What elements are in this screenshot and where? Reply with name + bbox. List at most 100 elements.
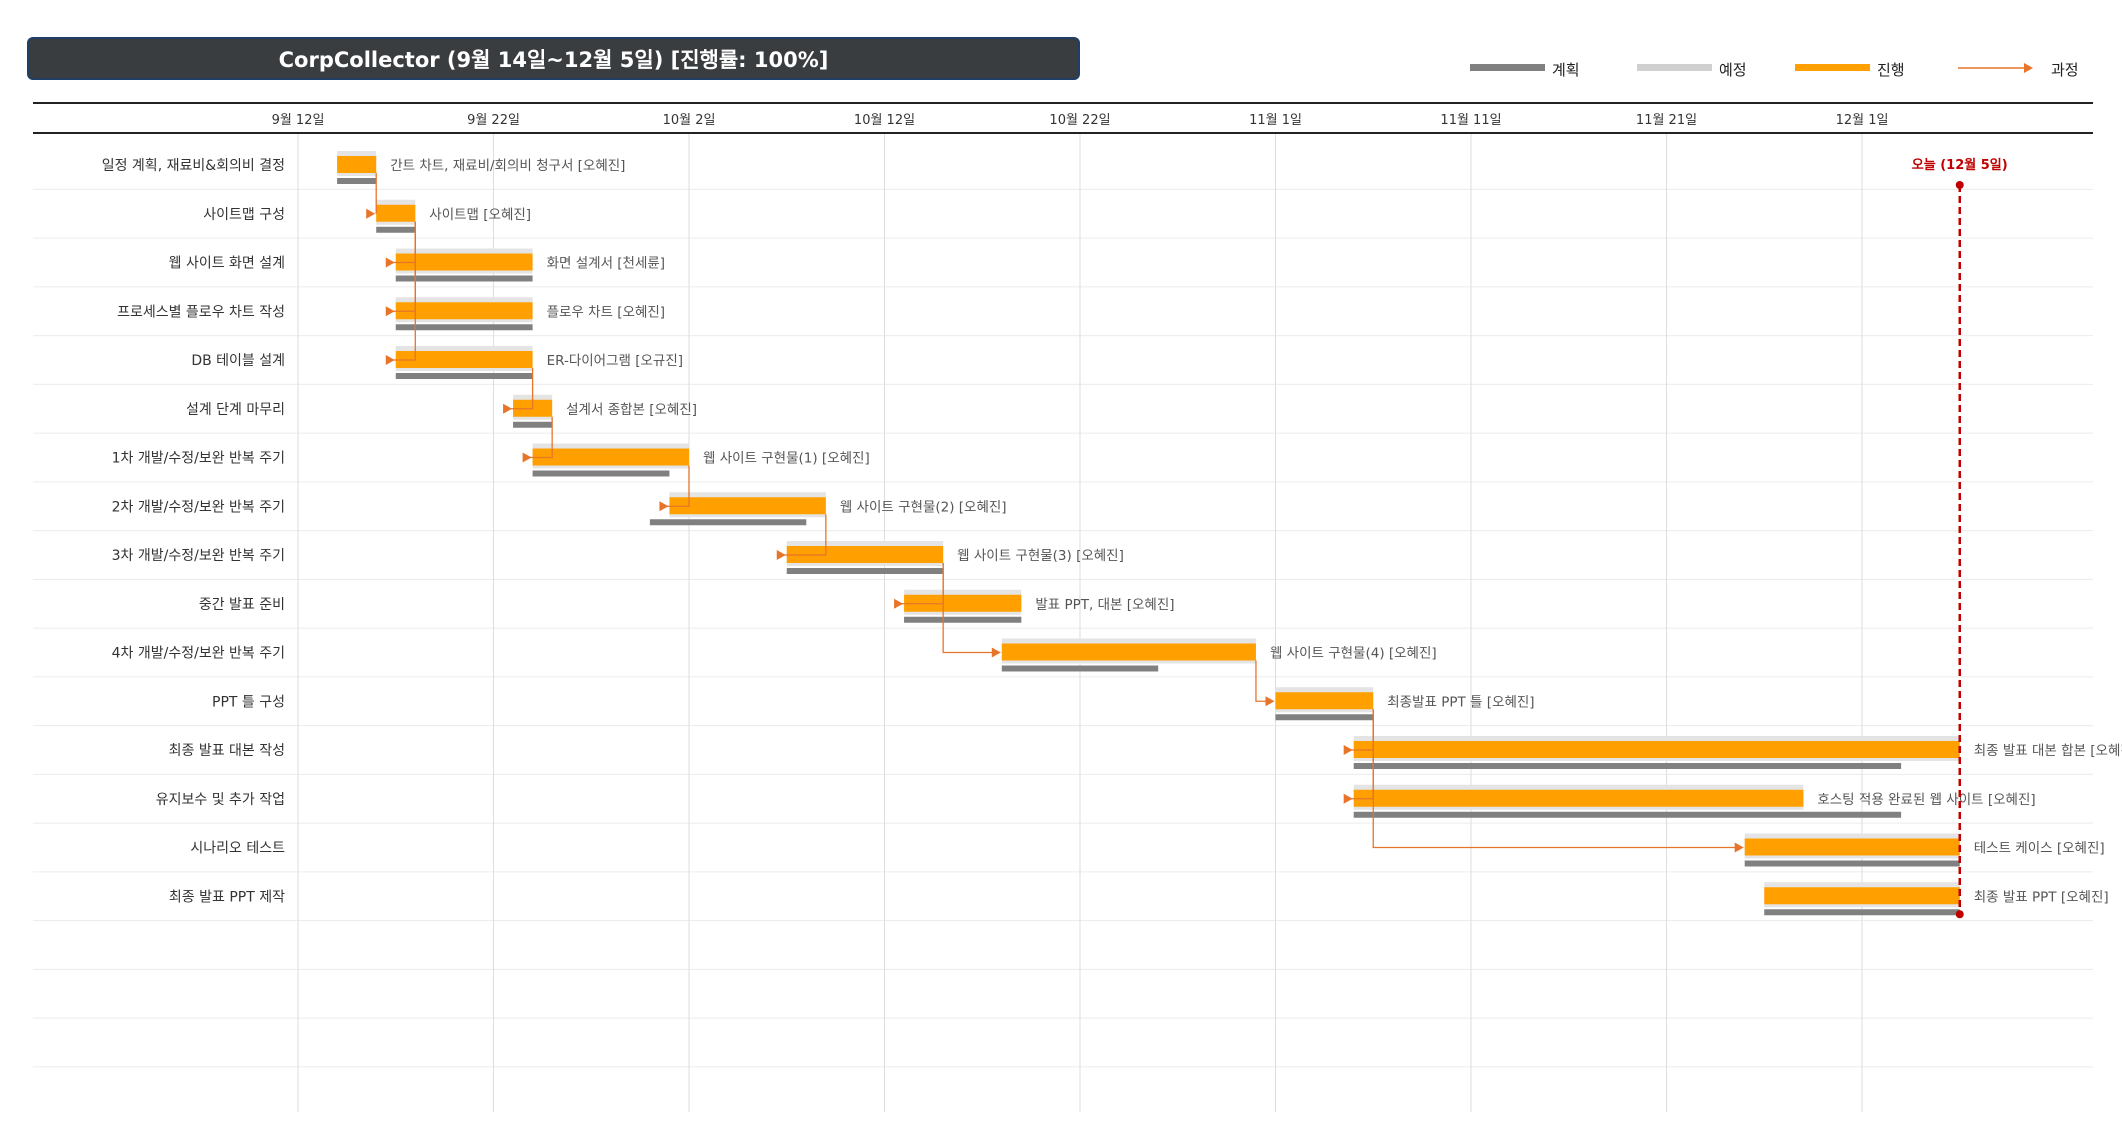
progress-bar (904, 594, 1022, 612)
dependency-arrowhead (522, 452, 532, 463)
x-tick-label: 11월 21일 (1636, 113, 1697, 128)
task-name: PPT 틀 구성 (212, 694, 285, 710)
progress-bar (1353, 789, 1804, 807)
task-deliverable: 발표 PPT, 대본 [오혜진] (1035, 597, 1174, 613)
task-name: 사이트맵 구성 (203, 207, 285, 223)
plan-bar (395, 275, 533, 282)
today-marker-top (1955, 181, 1964, 189)
dependency-arrowhead (1734, 842, 1744, 853)
plan-bar (513, 421, 553, 428)
task-deliverable: ER-다이어그램 [오규진] (547, 353, 683, 369)
today-label: 오늘 (12월 5일) (1912, 157, 2008, 173)
task-name: 일정 계획, 재료비&회의비 결정 (102, 158, 285, 174)
plan-bar (1764, 909, 1960, 916)
dependency-line (777, 514, 827, 556)
progress-bar (395, 351, 533, 368)
task-deliverable: 웹 사이트 구현물(4) [오혜진] (1270, 646, 1437, 662)
dependency-arrowhead (1343, 793, 1353, 804)
dependency-arrowhead (1343, 745, 1353, 755)
x-tick-label: 10월 2일 (663, 113, 716, 128)
task-deliverable: 간트 차트, 재료비/회의비 청구서 [오혜진] (390, 158, 625, 174)
x-tick-label: 9월 12일 (272, 113, 325, 128)
plan-bar (395, 324, 533, 331)
task-deliverable: 웹 사이트 구현물(2) [오혜진] (840, 499, 1007, 515)
task-name: DB 테이블 설계 (191, 353, 285, 369)
progress-bar (395, 253, 533, 271)
grid-layer (33, 133, 2093, 1112)
dependency-line (942, 563, 993, 654)
plan-bar (337, 178, 377, 184)
task-deliverable: 테스트 케이스 [오혜진] (1974, 841, 2105, 857)
task-name: 시나리오 테스트 (190, 841, 285, 857)
progress-bar (395, 302, 533, 320)
progress-bar (1353, 741, 1960, 758)
legend: 계획 예정 진행 과정 (1470, 61, 2079, 79)
task-name: 중간 발표 준비 (199, 597, 285, 613)
task-name: 3차 개발/수정/보완 반복 주기 (112, 548, 285, 564)
dependency-line (523, 416, 553, 459)
task-name: 2차 개발/수정/보완 반복 주기 (112, 499, 285, 515)
dependency-arrowhead (659, 501, 669, 512)
task-name: 프로세스별 플로우 차트 작성 (117, 304, 285, 320)
task-deliverable: 웹 사이트 구현물(1) [오혜진] (703, 451, 870, 467)
task-labels: 일정 계획, 재료비&회의비 결정 간트 차트, 재료비/회의비 청구서 [오혜진… (102, 158, 2122, 905)
x-axis: 9월 12일 9월 22일 10월 2일 10월 12일 10월 22일 11월 1일 11… (33, 102, 2093, 134)
dependency-line (660, 465, 690, 507)
x-tick-label: 11월 1일 (1249, 113, 1302, 128)
dependency-arrowhead (366, 208, 376, 219)
progress-bar (1764, 887, 1960, 905)
plan-bar (1001, 665, 1159, 672)
dependency-arrowhead (385, 306, 395, 317)
dependency-arrowhead (503, 403, 513, 414)
dependency-arrowhead (776, 550, 786, 560)
task-deliverable: 최종 발표 대본 합본 [오혜진] (1974, 743, 2122, 759)
plan-bar (1353, 763, 1902, 769)
task-deliverable: 설계서 종합본 [오혜진] (566, 402, 697, 418)
legend-arrowhead (2024, 63, 2033, 73)
plan-bar (395, 373, 533, 379)
task-name: 4차 개발/수정/보완 반복 주기 (112, 646, 285, 662)
task-deliverable: 사이트맵 [오혜진] (429, 207, 531, 223)
plan-bar (1353, 811, 1902, 818)
dependency-arrowhead (385, 257, 395, 268)
task-name: 설계 단계 마무리 (186, 402, 285, 418)
task-deliverable: 최종 발표 PPT [오혜진] (1974, 889, 2109, 905)
progress-bar (376, 204, 416, 222)
task-deliverable: 최종발표 PPT 틀 [오혜진] (1387, 694, 1534, 710)
x-tick-label: 10월 22일 (1049, 113, 1110, 128)
dependency-line (1255, 660, 1267, 702)
x-tick-label: 11월 11일 (1440, 113, 1501, 128)
legend-label: 진행 (1877, 61, 1905, 79)
x-tick-label: 9월 22일 (467, 113, 520, 128)
dependency-line (386, 221, 416, 361)
x-tick-label: 10월 12일 (854, 113, 915, 128)
task-deliverable: 웹 사이트 구현물(3) [오혜진] (957, 548, 1124, 564)
legend-swatch-scheduled (1637, 64, 1712, 71)
task-deliverable: 호스팅 적용 완료된 웹 사이트 [오혜진] (1817, 792, 2035, 808)
progress-bar (1744, 838, 1960, 856)
progress-bar (532, 448, 689, 466)
plan-bar (904, 616, 1022, 623)
legend-label: 계획 (1552, 61, 1580, 79)
today-marker: 오늘 (12월 5일) (1912, 157, 2008, 919)
legend-swatch-progress (1795, 64, 1870, 71)
x-tick-label: 12월 1일 (1836, 113, 1889, 128)
task-name: 최종 발표 대본 작성 (169, 743, 285, 759)
task-deliverable: 플로우 차트 [오혜진] (547, 304, 665, 320)
dependency-arrowhead (991, 647, 1001, 658)
plan-bar (649, 519, 807, 526)
legend-label: 과정 (2051, 61, 2079, 79)
task-name: 1차 개발/수정/보완 반복 주기 (112, 451, 285, 467)
plan-bar (376, 226, 416, 233)
plan-bar (786, 568, 944, 574)
progress-bar (1275, 692, 1374, 710)
task-name: 웹 사이트 화면 설계 (169, 256, 285, 272)
legend-swatch-plan (1470, 64, 1545, 71)
progress-bar (1001, 643, 1256, 661)
dependency-arrowhead (385, 355, 395, 365)
plan-bar (532, 470, 670, 477)
dependency-line (504, 368, 534, 410)
today-marker-bottom (1955, 910, 1964, 919)
dependency-line (1372, 709, 1736, 849)
plan-bar (1744, 860, 1960, 867)
